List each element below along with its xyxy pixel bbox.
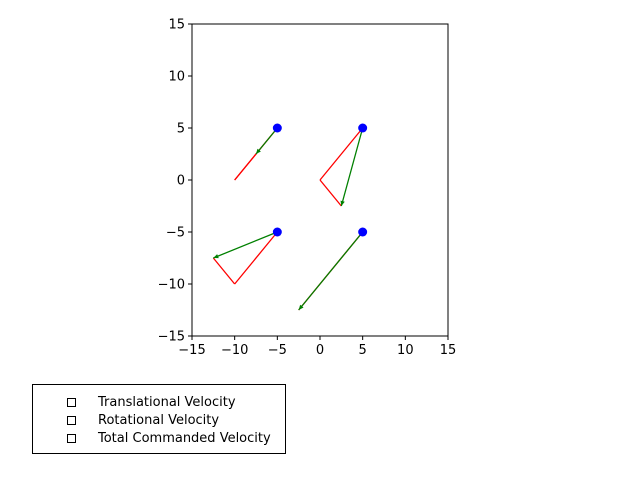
y-tick-label: 10 (168, 70, 185, 85)
x-axis: −15 −10 −5 0 5 10 15 (178, 336, 456, 358)
legend-marker (67, 415, 76, 425)
y-tick-label: 15 (168, 18, 185, 33)
x-tick-label: −5 (268, 343, 287, 358)
legend-marker (67, 433, 76, 443)
total-commanded-velocity-arrow-head (298, 304, 304, 310)
x-tick-label: −10 (221, 343, 248, 358)
x-tick-label: −15 (178, 343, 205, 358)
y-tick-label: 5 (177, 122, 185, 137)
total-commanded-velocity-arrow-head (256, 148, 261, 154)
legend-item-translational: Translational Velocity (33, 393, 236, 411)
rotational-velocity-arrow (212, 257, 236, 285)
translational-velocity-arrow (234, 231, 278, 285)
total-commanded-velocity-arrow-head (213, 254, 219, 259)
legend-label: Translational Velocity (98, 394, 236, 410)
total-commanded-velocity-arrow-head (340, 200, 345, 206)
total-commanded-velocity-arrow (255, 127, 278, 155)
robot-point (272, 227, 282, 237)
translational-velocity-arrow (319, 127, 364, 181)
legend-label: Rotational Velocity (98, 412, 220, 428)
y-tick-label: 0 (177, 174, 185, 189)
x-tick-label: 0 (316, 343, 324, 358)
rotational-velocity-arrow (234, 153, 257, 181)
total-commanded-velocity-arrow (298, 231, 364, 311)
robot-point (358, 227, 368, 237)
legend-item-rotational: Rotational Velocity (33, 411, 219, 429)
robot-point (272, 123, 282, 133)
x-tick-label: 15 (440, 343, 457, 358)
x-tick-label: 10 (397, 343, 414, 358)
y-axis: −15 −10 −5 0 5 10 15 (158, 18, 192, 345)
x-tick-label: 5 (359, 343, 367, 358)
y-tick-label: −10 (158, 278, 185, 293)
legend-item-total: Total Commanded Velocity (33, 429, 271, 447)
robot-point (358, 123, 368, 133)
total-commanded-velocity-arrow (340, 127, 364, 207)
y-tick-label: −5 (166, 226, 185, 241)
y-tick-label: −15 (158, 330, 185, 345)
vector-marks (212, 123, 368, 311)
legend-marker (67, 397, 76, 407)
rotational-velocity-arrow (319, 179, 342, 207)
total-commanded-velocity-arrow (213, 231, 278, 259)
legend-label: Total Commanded Velocity (98, 430, 271, 446)
legend: Translational Velocity Rotational Veloci… (32, 384, 286, 454)
